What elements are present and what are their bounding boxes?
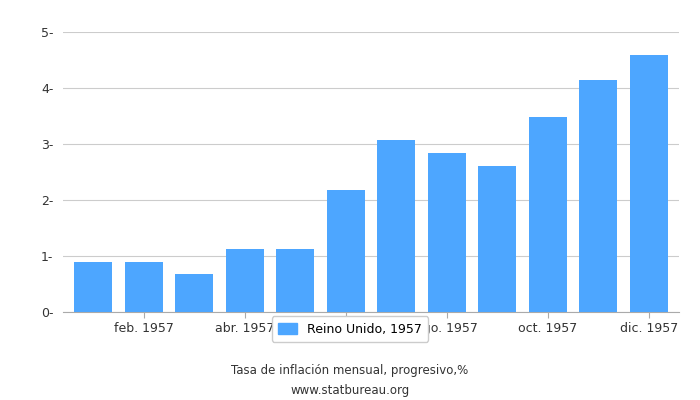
Bar: [175, 274, 214, 312]
Bar: [276, 249, 314, 312]
Legend: Reino Unido, 1957: Reino Unido, 1957: [272, 316, 428, 342]
Text: www.statbureau.org: www.statbureau.org: [290, 384, 410, 397]
Bar: [74, 262, 112, 312]
Bar: [327, 190, 365, 312]
Bar: [428, 153, 466, 312]
Bar: [580, 80, 617, 312]
Bar: [226, 249, 264, 312]
Bar: [125, 262, 162, 312]
Bar: [377, 140, 415, 312]
Text: Tasa de inflación mensual, progresivo,%: Tasa de inflación mensual, progresivo,%: [232, 364, 468, 377]
Bar: [528, 116, 567, 312]
Bar: [630, 55, 668, 312]
Bar: [478, 166, 516, 312]
